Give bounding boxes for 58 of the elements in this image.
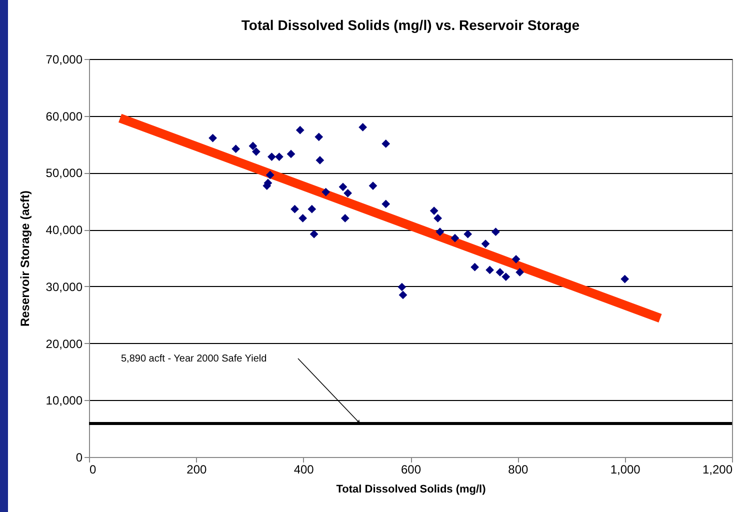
y-tick-label: 0 bbox=[76, 450, 83, 464]
point bbox=[208, 134, 217, 142]
point bbox=[358, 123, 367, 132]
point bbox=[275, 152, 284, 161]
point bbox=[492, 228, 500, 236]
point bbox=[382, 200, 390, 208]
point bbox=[298, 214, 307, 222]
x-tick-label: 0 bbox=[90, 462, 96, 476]
point bbox=[470, 262, 479, 272]
point bbox=[434, 214, 442, 222]
y-tick-label: 60,000 bbox=[46, 109, 83, 124]
point bbox=[620, 274, 630, 284]
x-tick-label: 600 bbox=[400, 462, 422, 476]
point bbox=[310, 230, 318, 238]
point bbox=[382, 140, 390, 148]
point bbox=[430, 206, 438, 215]
point bbox=[398, 290, 408, 300]
chart-title: Total Dissolved Solids (mg/l) vs. Reservoir Storage bbox=[241, 17, 580, 33]
point bbox=[268, 152, 276, 161]
point bbox=[322, 188, 330, 196]
x-tick-label: 1,000 bbox=[610, 462, 641, 476]
point bbox=[436, 228, 444, 236]
y-axis-title: Reservoir Storage (acft) bbox=[18, 190, 32, 327]
point bbox=[512, 254, 520, 264]
point bbox=[502, 272, 510, 281]
point bbox=[496, 268, 504, 276]
x-tick-label: 200 bbox=[186, 462, 207, 476]
y-tick-label: 10,000 bbox=[46, 394, 83, 408]
point bbox=[314, 132, 324, 142]
y-tick-label: 50,000 bbox=[46, 166, 83, 180]
point bbox=[338, 182, 348, 192]
y-tick-label: 20,000 bbox=[46, 336, 83, 351]
x-tick-label: 800 bbox=[508, 462, 528, 476]
point bbox=[290, 204, 299, 214]
point bbox=[248, 142, 258, 150]
point bbox=[308, 204, 316, 214]
point bbox=[252, 147, 260, 156]
y-tick-label: 40,000 bbox=[46, 223, 83, 238]
point bbox=[450, 234, 460, 242]
point bbox=[516, 268, 524, 276]
ref-line-label: 5,890 acft - Year 2000 Safe Yield bbox=[121, 354, 267, 365]
point bbox=[340, 214, 350, 222]
point bbox=[481, 240, 490, 248]
point bbox=[344, 189, 352, 198]
x-tick-label: 1,200 bbox=[702, 462, 733, 476]
point bbox=[296, 126, 304, 134]
point bbox=[316, 156, 324, 164]
point bbox=[464, 230, 472, 238]
point bbox=[286, 150, 296, 158]
y-tick-label: 30,000 bbox=[46, 280, 83, 294]
x-axis-title: Total Dissolved Solids (mg/l) bbox=[336, 484, 486, 496]
y-tick-label: 70,000 bbox=[46, 52, 83, 66]
point bbox=[232, 144, 240, 154]
point bbox=[368, 182, 378, 190]
point bbox=[266, 170, 274, 180]
x-tick-label: 400 bbox=[294, 462, 314, 476]
point bbox=[486, 266, 494, 274]
point bbox=[398, 282, 406, 292]
